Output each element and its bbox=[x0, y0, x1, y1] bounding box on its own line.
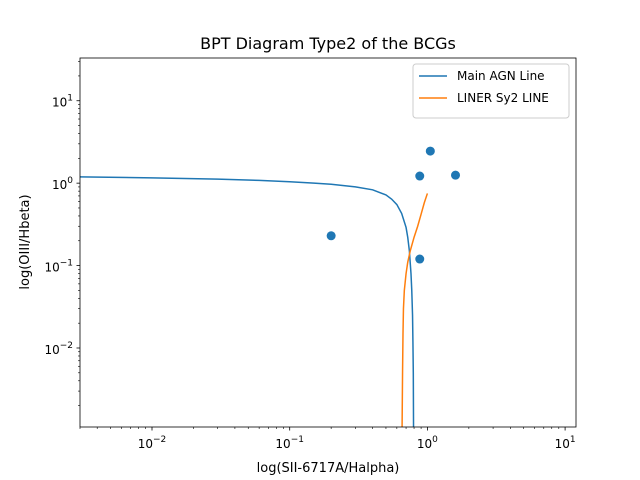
y-tick-label-3: 100 bbox=[52, 176, 73, 192]
legend: Main AGN Line LINER Sy2 LINE bbox=[412, 63, 570, 119]
legend-box bbox=[412, 63, 570, 119]
series-line-2 bbox=[401, 193, 429, 427]
y-tick-label-2: 10−1 bbox=[44, 259, 73, 275]
plot-frame bbox=[79, 57, 577, 428]
data-point-1 bbox=[326, 231, 336, 241]
legend-label-2: LINER Sy2 LINE bbox=[457, 91, 549, 105]
series-line-1 bbox=[80, 176, 415, 427]
data-point-5 bbox=[415, 254, 425, 264]
data-point-3 bbox=[425, 146, 435, 156]
data-point-2 bbox=[415, 171, 425, 181]
data-point-4 bbox=[451, 170, 461, 180]
x-tick-label-2: 10−1 bbox=[275, 435, 304, 451]
legend-label-1: Main AGN Line bbox=[457, 69, 545, 83]
y-tick-label-4: 101 bbox=[52, 94, 73, 110]
x-tick-label-1: 10−2 bbox=[138, 435, 167, 451]
x-axis-label: log(SII-6717A/Halpha) bbox=[257, 461, 400, 476]
x-tick-label-3: 100 bbox=[417, 435, 438, 451]
chart-title: BPT Diagram Type2 of the BCGs bbox=[200, 34, 456, 53]
y-tick-label-1: 10−2 bbox=[44, 341, 73, 357]
y-axis-label: log(OIII/Hbeta) bbox=[18, 194, 33, 289]
plot-area bbox=[80, 146, 461, 427]
axes-layer: 10−2 10−1 100 101 10−2 10−1 100 101 bbox=[44, 57, 577, 451]
x-tick-label-4: 101 bbox=[555, 435, 576, 451]
plot-layer bbox=[80, 146, 461, 427]
